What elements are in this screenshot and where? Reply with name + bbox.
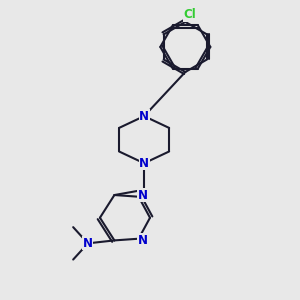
Text: N: N <box>139 157 149 170</box>
Text: N: N <box>139 110 149 123</box>
Text: N: N <box>83 237 93 250</box>
Text: Cl: Cl <box>183 8 196 21</box>
Text: N: N <box>138 189 148 202</box>
Text: N: N <box>138 234 148 247</box>
